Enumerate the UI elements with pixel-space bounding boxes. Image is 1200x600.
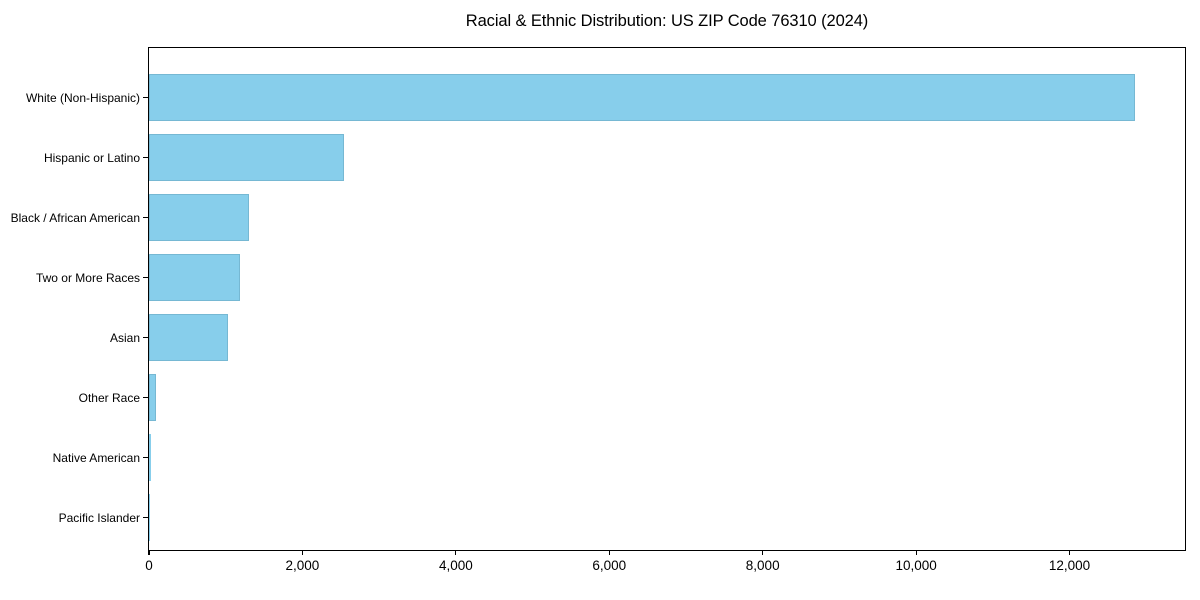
y-axis-tick: [142, 336, 148, 339]
bar: [149, 134, 344, 181]
y-axis-tick: [142, 216, 148, 219]
x-axis-tick: [608, 550, 610, 555]
x-tick-label: 0: [145, 558, 153, 573]
y-tick-label: White (Non-Hispanic): [25, 90, 140, 105]
y-tick-label: Other Race: [78, 390, 140, 405]
x-axis-tick: [762, 550, 764, 555]
y-tick-label: Pacific Islander: [58, 510, 140, 525]
y-tick-label: Hispanic or Latino: [43, 150, 140, 165]
x-axis-tick: [1068, 550, 1071, 555]
bar: [149, 374, 156, 421]
y-axis-tick: [142, 156, 148, 159]
y-tick-label: Asian: [109, 330, 140, 345]
chart-title: Racial & Ethnic Distribution: US ZIP Cod…: [465, 12, 869, 30]
x-tick-label: 6,000: [592, 558, 627, 573]
y-tick-label: Black / African American: [10, 210, 140, 225]
x-axis-tick: [301, 550, 303, 555]
bar: [149, 434, 151, 481]
bar: [149, 314, 228, 361]
y-axis-tick: [142, 456, 148, 459]
x-tick-label: 8,000: [745, 558, 780, 573]
y-axis-tick: [142, 276, 148, 279]
plot-area: White (Non-Hispanic) Hispanic or Latino Bl…: [11, 47, 1186, 573]
y-tick-label: Native American: [52, 450, 140, 465]
bar: [149, 254, 240, 301]
x-tick-label: 4,000: [438, 558, 473, 573]
x-axis-tick: [148, 550, 150, 555]
y-axis-tick: [142, 96, 148, 99]
y-axis-tick: [142, 396, 148, 399]
x-tick-label: 10,000: [895, 558, 937, 573]
bar: [149, 194, 249, 241]
y-axis-tick: [142, 516, 148, 519]
x-tick-label: 12,000: [1048, 558, 1091, 573]
x-axis-tick: [915, 550, 917, 555]
y-tick-label: Two or More Races: [35, 270, 140, 285]
x-axis-tick: [455, 550, 457, 555]
bar: [149, 74, 1136, 121]
x-tick-label: 2,000: [285, 558, 320, 573]
